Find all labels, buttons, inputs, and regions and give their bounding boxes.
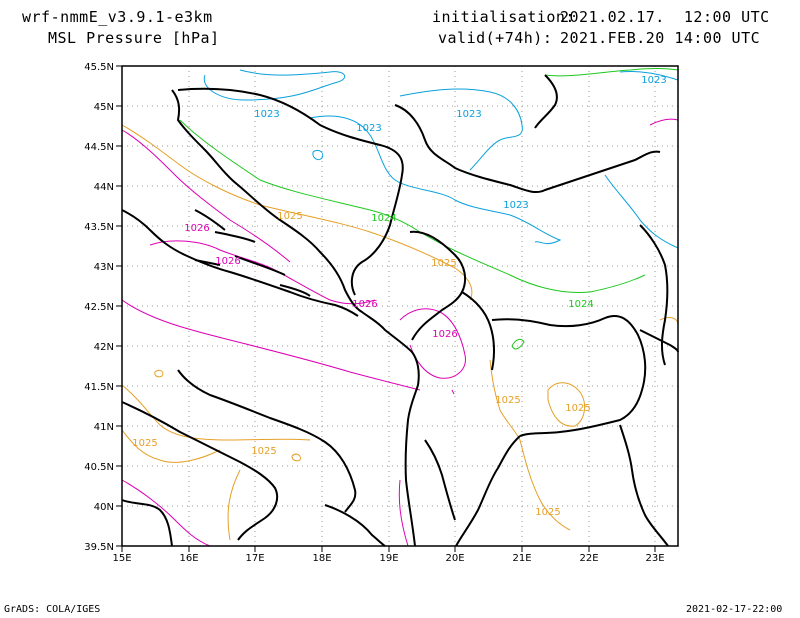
valid-label: valid(+74h): [438, 29, 553, 47]
map-frame [121, 65, 679, 547]
lon-tick-label: 19E [379, 553, 398, 564]
gridlines [122, 66, 678, 546]
init-value: 2021.02.17. 12:00 UTC [560, 8, 770, 26]
contour-label: 1026 [184, 223, 209, 234]
contour-label: 1026 [352, 299, 377, 310]
contour-label: 1023 [503, 200, 528, 211]
credit-text: GrADS: COLA/IGES [4, 604, 101, 615]
lat-tick-label: 40.5N [84, 462, 114, 473]
isobars [121, 68, 679, 547]
country-borders [177, 74, 679, 547]
lat-tick-label: 43.5N [84, 222, 114, 233]
lon-tick-label: 16E [179, 553, 198, 564]
contour-label: 1026 [432, 329, 457, 340]
lon-tick-label: 17E [245, 553, 264, 564]
lon-tick-label: 18E [312, 553, 331, 564]
coastlines [121, 89, 420, 547]
contour-label: 1025 [251, 446, 276, 457]
contour-label: 1025 [495, 395, 520, 406]
contour-label: 1024 [371, 213, 396, 224]
lat-tick-label: 42.5N [84, 302, 114, 313]
lat-tick-label: 43N [94, 262, 114, 273]
valid-value: 2021.FEB.20 14:00 UTC [560, 29, 761, 47]
contour-label: 1023 [641, 75, 666, 86]
lon-tick-label: 21E [512, 553, 531, 564]
lat-tick-label: 45.5N [84, 62, 114, 73]
contour-label: 1025 [277, 211, 302, 222]
contour-label: 1023 [356, 123, 381, 134]
contour-label: 1025 [535, 507, 560, 518]
lat-tick-label: 44.5N [84, 142, 114, 153]
lat-tick-label: 44N [94, 182, 114, 193]
lon-tick-label: 22E [579, 553, 598, 564]
contour-label: 1024 [568, 299, 593, 310]
model-title: wrf-nmmE_v3.9.1-e3km [22, 8, 213, 26]
lat-tick-label: 45N [94, 102, 114, 113]
lon-tick-label: 20E [445, 553, 464, 564]
field-title: MSL Pressure [hPa] [48, 29, 220, 47]
lat-tick-label: 41N [94, 422, 114, 433]
contour-label: 1026 [215, 256, 240, 267]
lon-tick-label: 15E [112, 553, 131, 564]
lat-tick-label: 41.5N [84, 382, 114, 393]
lat-tick-label: 39.5N [84, 542, 114, 553]
tick-marks [116, 65, 656, 552]
lon-tick-label: 23E [645, 553, 664, 564]
timestamp-text: 2021-02-17-22:00 [686, 604, 783, 615]
contour-label: 1023 [254, 109, 279, 120]
lat-tick-label: 42N [94, 342, 114, 353]
lat-tick-label: 40N [94, 502, 114, 513]
init-label: initialisation: [432, 8, 575, 26]
contour-label: 1025 [132, 438, 157, 449]
contour-label: 1025 [431, 258, 456, 269]
contour-label: 1025 [565, 403, 590, 414]
contour-label: 1023 [456, 109, 481, 120]
